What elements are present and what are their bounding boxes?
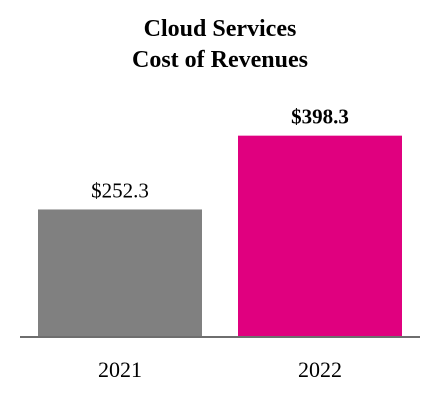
bars-layer xyxy=(38,135,402,337)
bar-2022 xyxy=(238,135,402,337)
chart-title-block: Cloud Services Cost of Revenues xyxy=(0,14,440,76)
category-label-2022: 2022 xyxy=(298,357,342,382)
value-label-2021: $252.3 xyxy=(91,178,149,202)
bar-2021 xyxy=(38,209,202,337)
chart-subtitle: Cost of Revenues xyxy=(132,47,308,73)
category-label-2021: 2021 xyxy=(98,357,142,382)
labels-layer: $252.3 2021 $398.3 2022 xyxy=(91,105,349,382)
value-label-2022: $398.3 xyxy=(291,105,349,129)
chart-title: Cloud Services xyxy=(143,16,297,42)
